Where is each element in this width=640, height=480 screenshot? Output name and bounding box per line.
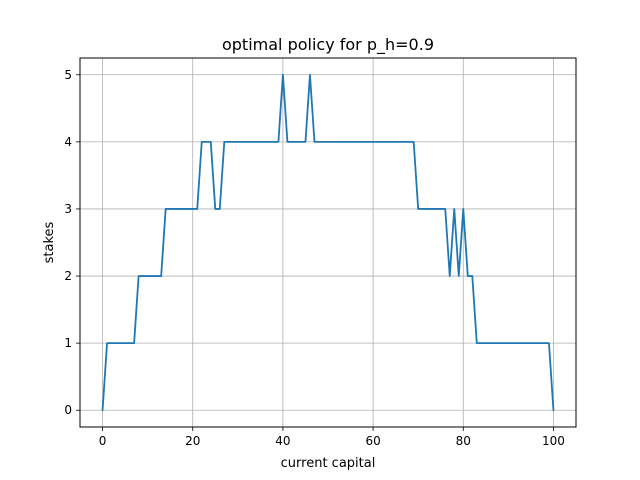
chart-title: optimal policy for p_h=0.9 xyxy=(222,35,434,55)
y-tick-label: 2 xyxy=(64,269,72,283)
y-tick-label: 0 xyxy=(64,403,72,417)
y-tick-label: 4 xyxy=(64,135,72,149)
y-tick-label: 5 xyxy=(64,68,72,82)
x-axis-label: current capital xyxy=(281,456,376,471)
x-tick-label: 100 xyxy=(542,434,565,448)
x-tick-label: 40 xyxy=(275,434,290,448)
ticks: 0 20 40 60 80 100 0 1 2 3 4 5 xyxy=(64,68,565,448)
x-tick-label: 80 xyxy=(456,434,471,448)
plot-frame xyxy=(79,57,577,428)
x-tick-label: 60 xyxy=(365,434,380,448)
y-tick-label: 3 xyxy=(64,202,72,216)
y-tick-label: 1 xyxy=(64,336,72,350)
y-axis-label: stakes xyxy=(42,221,57,263)
series-line xyxy=(101,73,555,412)
x-tick-label: 20 xyxy=(185,434,200,448)
x-tick-label: 0 xyxy=(99,434,107,448)
grid xyxy=(80,58,576,427)
series-layer xyxy=(101,73,555,412)
